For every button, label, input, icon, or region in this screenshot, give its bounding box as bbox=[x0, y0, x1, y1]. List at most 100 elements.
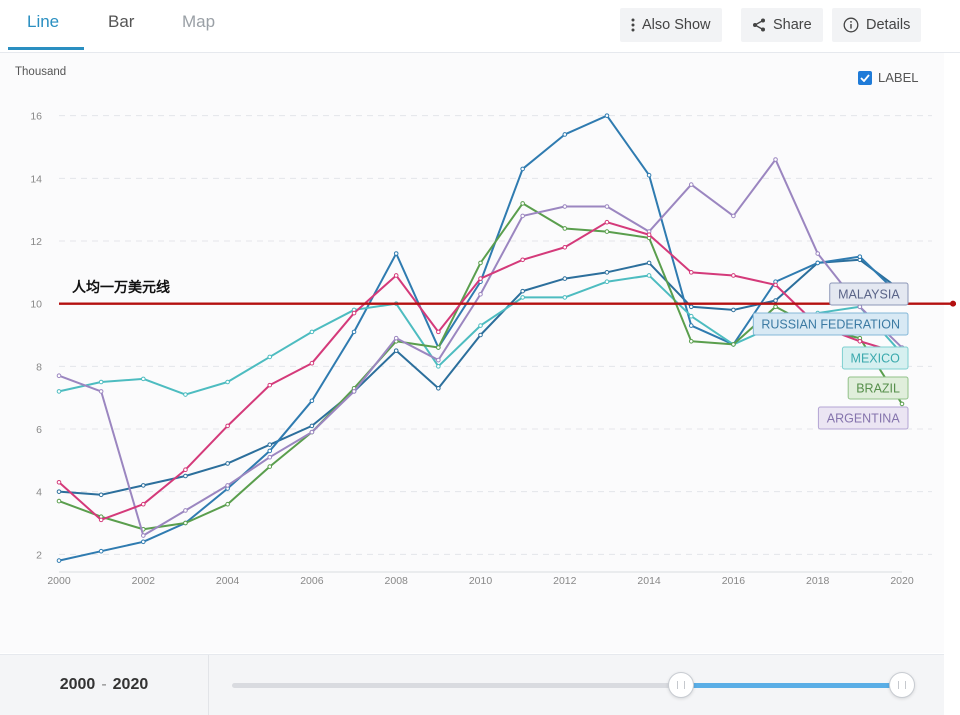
data-point bbox=[436, 385, 441, 391]
data-point bbox=[56, 373, 62, 379]
series-label-box bbox=[847, 376, 909, 400]
x-tick-label: 2020 bbox=[890, 575, 914, 587]
grip-icon bbox=[898, 681, 906, 689]
range-display: 2000 - 2020 bbox=[0, 655, 209, 715]
data-point bbox=[899, 401, 905, 407]
also-show-label: Also Show bbox=[642, 17, 711, 33]
data-point bbox=[351, 329, 357, 335]
series-label-box bbox=[841, 346, 909, 370]
data-point bbox=[436, 329, 441, 335]
data-point bbox=[98, 548, 104, 554]
data-point bbox=[646, 260, 652, 266]
grip-icon bbox=[676, 681, 685, 689]
data-point bbox=[604, 270, 610, 275]
data-point bbox=[731, 273, 736, 278]
share-label: Share bbox=[773, 17, 812, 33]
data-point bbox=[520, 201, 525, 206]
tab-map[interactable]: Map bbox=[182, 12, 216, 31]
x-tick-label: 2012 bbox=[553, 575, 577, 587]
x-tick-label: 2014 bbox=[637, 575, 661, 587]
data-point bbox=[267, 354, 273, 360]
y-axis-unit-label: Thousand bbox=[15, 66, 67, 78]
data-point bbox=[183, 392, 188, 397]
data-point bbox=[562, 132, 568, 137]
x-tick-label: 2016 bbox=[722, 575, 746, 587]
data-point bbox=[56, 479, 62, 485]
series-label: ARGENTINA bbox=[827, 412, 901, 426]
data-point bbox=[141, 376, 146, 382]
reference-line-end bbox=[950, 300, 956, 307]
series-label: BRAZIL bbox=[856, 382, 900, 396]
data-point bbox=[225, 379, 230, 385]
x-tick-label: 2000 bbox=[47, 575, 71, 587]
data-point bbox=[141, 483, 146, 488]
data-point bbox=[773, 157, 778, 162]
data-point bbox=[478, 260, 483, 266]
data-point bbox=[393, 251, 399, 256]
share-button[interactable]: Share bbox=[741, 8, 823, 42]
data-point bbox=[225, 483, 230, 488]
data-point bbox=[141, 501, 146, 507]
data-point bbox=[688, 313, 694, 319]
range-start: 2000 bbox=[59, 676, 96, 693]
details-button[interactable]: Details bbox=[832, 8, 922, 42]
data-point bbox=[98, 517, 104, 523]
data-point bbox=[731, 307, 736, 313]
range-end: 2020 bbox=[112, 676, 149, 693]
data-point bbox=[98, 492, 104, 498]
data-point bbox=[520, 213, 525, 219]
data-point bbox=[309, 360, 315, 366]
x-tick-label: 2004 bbox=[216, 575, 240, 587]
data-point bbox=[478, 291, 483, 297]
tab-line[interactable]: Line bbox=[27, 12, 60, 31]
data-point bbox=[604, 113, 610, 118]
data-point bbox=[56, 389, 62, 394]
data-point bbox=[604, 219, 610, 225]
data-point bbox=[773, 282, 778, 288]
data-point bbox=[225, 501, 230, 507]
data-point bbox=[183, 473, 188, 479]
series-label: RUSSIAN FEDERATION bbox=[761, 318, 900, 332]
data-point bbox=[478, 332, 483, 338]
data-point bbox=[141, 533, 146, 538]
data-point bbox=[520, 166, 525, 172]
data-point bbox=[393, 348, 399, 353]
data-point bbox=[815, 260, 821, 266]
y-tick-label: 8 bbox=[36, 361, 42, 373]
slider-start-handle[interactable] bbox=[667, 672, 694, 698]
data-point bbox=[393, 335, 399, 341]
data-point bbox=[183, 467, 188, 473]
data-point bbox=[309, 423, 315, 429]
data-point bbox=[98, 379, 104, 385]
y-tick-label: 4 bbox=[36, 487, 42, 499]
time-slider-track[interactable] bbox=[232, 683, 902, 688]
data-point bbox=[141, 539, 146, 545]
time-slider-selection bbox=[680, 683, 902, 688]
data-point bbox=[436, 357, 441, 363]
label-checkbox[interactable] bbox=[858, 70, 872, 85]
data-point bbox=[688, 323, 694, 328]
data-point bbox=[688, 182, 694, 187]
series-line bbox=[58, 114, 903, 562]
data-point bbox=[520, 257, 525, 263]
details-label: Details bbox=[866, 17, 911, 33]
data-point bbox=[225, 423, 230, 429]
data-point bbox=[857, 338, 863, 344]
vertical-ellipsis-icon bbox=[631, 18, 635, 32]
also-show-button[interactable]: Also Show bbox=[620, 8, 722, 42]
slider-end-handle[interactable] bbox=[889, 672, 915, 698]
share-icon bbox=[752, 18, 766, 32]
data-point bbox=[267, 454, 273, 460]
data-point bbox=[562, 276, 568, 281]
data-point bbox=[225, 461, 230, 466]
data-point bbox=[562, 204, 568, 209]
data-point bbox=[183, 520, 188, 526]
data-point bbox=[351, 310, 357, 316]
data-point bbox=[56, 489, 62, 494]
label-toggle[interactable]: LABEL bbox=[858, 70, 918, 85]
x-tick-label: 2018 bbox=[806, 575, 830, 587]
series-label-box bbox=[817, 406, 909, 430]
data-point bbox=[731, 213, 736, 219]
tab-bar[interactable]: Bar bbox=[108, 12, 135, 31]
